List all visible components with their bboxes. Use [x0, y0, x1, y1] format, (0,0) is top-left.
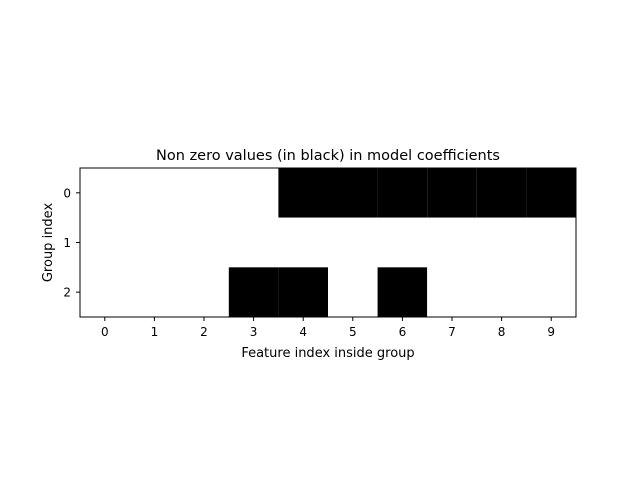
x-tick-label-7: 7 [448, 325, 456, 339]
y-axis-ticks: 0 1 2 [63, 186, 80, 300]
heatmap-cell-r2-c8 [476, 267, 527, 317]
heatmap-cell-r0-c2 [179, 168, 229, 218]
x-tick-label-2: 2 [200, 325, 208, 339]
heatmap-cell-r1-c4 [278, 217, 328, 268]
heatmap-cell-r0-c9 [526, 168, 576, 218]
heatmap-cell-r2-c4 [278, 267, 328, 317]
x-tick-label-1: 1 [151, 325, 159, 339]
heatmap-cell-r2-c2 [179, 267, 229, 317]
y-tick-label-2: 2 [63, 286, 71, 300]
heatmap-cell-r1-c0 [80, 217, 130, 268]
x-tick-label-4: 4 [299, 325, 307, 339]
x-tick-label-6: 6 [399, 325, 407, 339]
heatmap-cell-r2-c7 [427, 267, 477, 317]
heatmap-cell-r2-c9 [526, 267, 576, 317]
x-tick-label-3: 3 [250, 325, 258, 339]
heatmap-cell-r0-c1 [129, 168, 180, 218]
heatmap-cell-r0-c0 [80, 168, 130, 218]
heatmap-cell-r1-c7 [427, 217, 477, 268]
heatmap-cell-r0-c8 [476, 168, 527, 218]
heatmap-cell-r2-c5 [328, 267, 378, 317]
y-tick-label-1: 1 [63, 236, 71, 250]
heatmap-cell-r2-c3 [228, 267, 279, 317]
heatmap-cell-r0-c7 [427, 168, 477, 218]
x-axis-label: Feature index inside group [241, 346, 414, 361]
cells-layer [80, 168, 576, 317]
x-tick-label-9: 9 [547, 325, 555, 339]
x-tick-label-5: 5 [349, 325, 357, 339]
heatmap-cell-r2-c6 [377, 267, 428, 317]
heatmap-cell-r0-c5 [328, 168, 378, 218]
x-tick-label-0: 0 [101, 325, 109, 339]
y-tick-label-0: 0 [63, 186, 71, 200]
heatmap-cell-r1-c6 [377, 217, 428, 268]
heatmap-cell-r0-c6 [377, 168, 428, 218]
heatmap-cell-r1-c5 [328, 217, 378, 268]
heatmap-cell-r1-c1 [129, 217, 180, 268]
heatmap-cell-r1-c9 [526, 217, 576, 268]
heatmap-cell-r1-c2 [179, 217, 229, 268]
x-axis-ticks: 0 1 2 3 4 5 6 7 8 9 [101, 317, 555, 339]
chart-title: Non zero values (in black) in model coef… [156, 148, 500, 164]
heatmap-cell-r0-c3 [228, 168, 279, 218]
y-axis-label: Group index [41, 203, 56, 283]
x-tick-label-8: 8 [498, 325, 506, 339]
heatmap-cell-r2-c1 [129, 267, 180, 317]
heatmap-cell-r1-c3 [228, 217, 279, 268]
heatmap-cell-r0-c4 [278, 168, 328, 218]
heatmap-cell-r2-c0 [80, 267, 130, 317]
heatmap-cell-r1-c8 [476, 217, 527, 268]
